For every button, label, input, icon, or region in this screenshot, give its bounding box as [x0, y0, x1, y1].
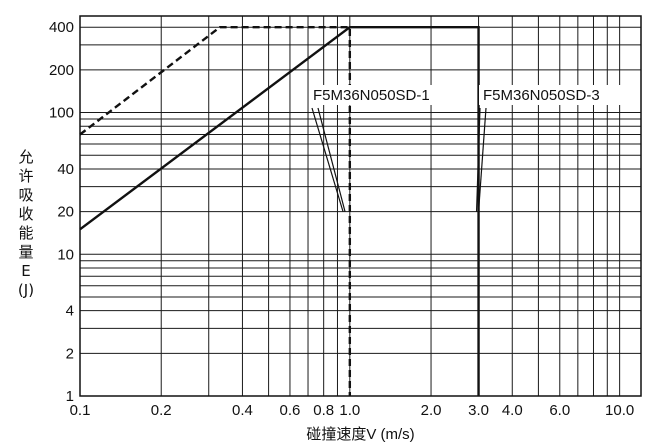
y-tick-label: 4	[66, 303, 74, 320]
x-tick-label: 0.8	[313, 402, 334, 419]
y-axis-label-char: (J)	[18, 281, 34, 299]
annotation-label-1: F5M36N050SD-1	[313, 87, 430, 104]
x-tick-label: 0.4	[232, 402, 253, 419]
y-axis-label-char: 能	[18, 224, 33, 242]
x-tick-label: 0.1	[70, 402, 91, 419]
y-axis-label-char: 允	[18, 148, 33, 166]
y-axis-label-char: 量	[18, 243, 33, 261]
y-tick-label: 2	[66, 345, 74, 362]
plot-frame	[79, 15, 642, 397]
annotation-leader-2-b	[475, 107, 481, 212]
y-tick-label: 1	[66, 388, 74, 405]
series-line-1	[79, 26, 352, 396]
x-tick-label: 3.0	[468, 402, 489, 419]
annotation-bg-1	[309, 85, 454, 105]
annotation-leader-1	[317, 107, 346, 212]
plot-area	[80, 16, 641, 396]
y-tick-label: 400	[49, 19, 74, 36]
annotation-bg-2	[479, 85, 624, 105]
y-axis-label-char: E	[21, 262, 30, 280]
x-axis-label: 碰撞速度V (m/s)	[306, 425, 414, 443]
x-tick-label: 0.2	[151, 402, 172, 419]
annotation-label-2: F5M36N050SD-3	[483, 87, 600, 104]
y-tick-label: 40	[57, 161, 74, 178]
y-axis-label-char: 吸	[18, 186, 33, 204]
y-tick-label: 10	[57, 246, 74, 263]
annotation-leader-2	[477, 107, 487, 212]
x-tick-label: 4.0	[502, 402, 523, 419]
x-tick-label: 0.6	[280, 402, 301, 419]
x-tick-label: 10.0	[605, 402, 634, 419]
annotation-leader-1-b	[311, 107, 344, 212]
y-tick-label: 20	[57, 204, 74, 221]
y-axis-label-char: 收	[18, 205, 33, 223]
y-tick-label: 100	[49, 105, 74, 122]
x-tick-label: 6.0	[549, 402, 570, 419]
y-axis-label-char: 许	[18, 167, 33, 185]
x-tick-label: 1.0	[339, 402, 360, 419]
y-tick-label: 200	[49, 62, 74, 79]
x-tick-label: 2.0	[421, 402, 442, 419]
